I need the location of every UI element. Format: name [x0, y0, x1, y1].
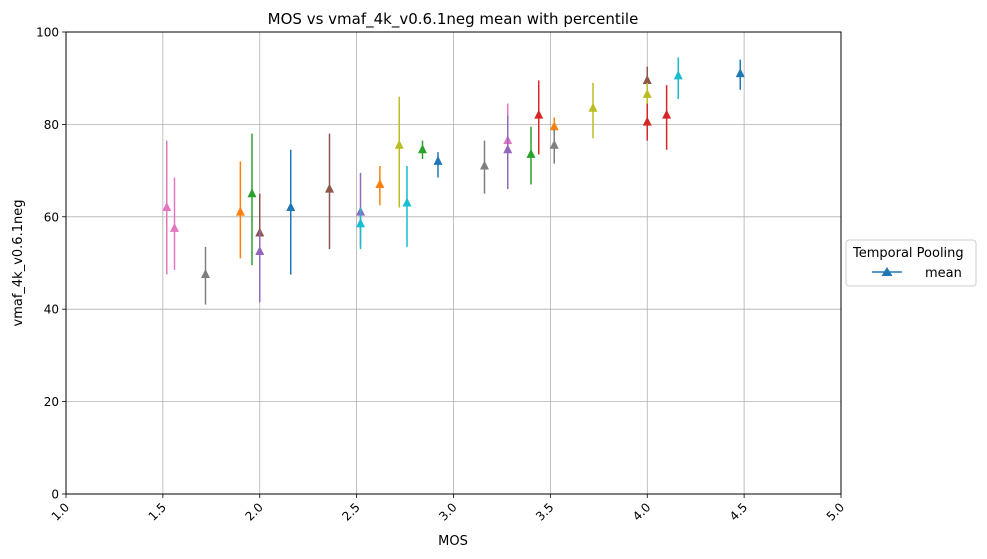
data-point-marker — [534, 109, 544, 119]
y-tick-label: 20 — [44, 395, 59, 409]
y-ticks: 0 20 40 60 80 100 — [36, 26, 66, 502]
data-point-marker — [642, 116, 652, 126]
x-tick-label: 3.5 — [533, 500, 556, 523]
x-tick-label: 4.5 — [727, 500, 750, 523]
data-point-marker — [356, 218, 365, 228]
data-point-marker — [673, 70, 683, 80]
data-point-marker — [503, 144, 513, 154]
x-tick-label: 1.5 — [146, 500, 169, 523]
legend-marker-triangle — [881, 267, 893, 276]
data-point-marker — [480, 160, 489, 170]
data-point-marker — [375, 178, 385, 188]
legend: Temporal Pooling mean — [845, 239, 977, 287]
y-tick-label: 60 — [44, 210, 59, 224]
y-tick-label: 40 — [44, 303, 59, 317]
data-point-marker — [247, 188, 257, 198]
x-tick-label: 2.5 — [339, 500, 362, 523]
data-point-marker — [325, 183, 334, 193]
chart-title: MOS vs vmaf_4k_v0.6.1neg mean with perce… — [268, 10, 639, 29]
data-point-marker — [418, 144, 427, 154]
data-point-marker — [549, 121, 559, 131]
data-point-marker — [201, 269, 210, 279]
y-tick-label: 100 — [36, 26, 59, 40]
data-point-marker — [588, 102, 598, 112]
data-point-marker — [394, 139, 404, 149]
data-point-marker — [433, 155, 443, 165]
data-point-marker — [235, 206, 245, 216]
data-point-marker — [162, 202, 172, 212]
data-point-marker — [642, 88, 652, 98]
x-axis-label: MOS — [438, 534, 468, 549]
data-points — [162, 57, 745, 305]
data-point-marker — [170, 222, 179, 232]
data-point-marker — [735, 68, 745, 78]
x-tick-label: 3.0 — [436, 500, 459, 523]
y-tick-label: 0 — [51, 488, 59, 502]
legend-entry-mean: mean — [925, 266, 962, 281]
grid — [65, 31, 842, 495]
data-point-marker — [642, 75, 652, 85]
data-point-marker — [286, 202, 296, 212]
y-axis-label: vmaf_4k_v0.6.1neg — [11, 200, 26, 327]
data-point-marker — [662, 109, 672, 119]
x-ticks: 1.0 1.5 2.0 2.5 3.0 3.5 4.0 4.5 5.0 — [49, 494, 847, 524]
y-tick-label: 80 — [44, 118, 59, 132]
x-tick-label: 4.0 — [630, 500, 653, 523]
data-point-marker — [402, 197, 412, 207]
x-tick-label: 2.0 — [242, 500, 265, 523]
x-tick-label: 5.0 — [824, 500, 847, 523]
data-point-marker — [526, 148, 536, 158]
legend-box — [845, 239, 977, 287]
legend-title: Temporal Pooling — [852, 246, 964, 261]
data-point-marker — [549, 139, 559, 149]
plot-frame — [65, 31, 842, 495]
x-tick-label: 1.0 — [49, 500, 72, 523]
data-point-marker — [255, 245, 265, 255]
